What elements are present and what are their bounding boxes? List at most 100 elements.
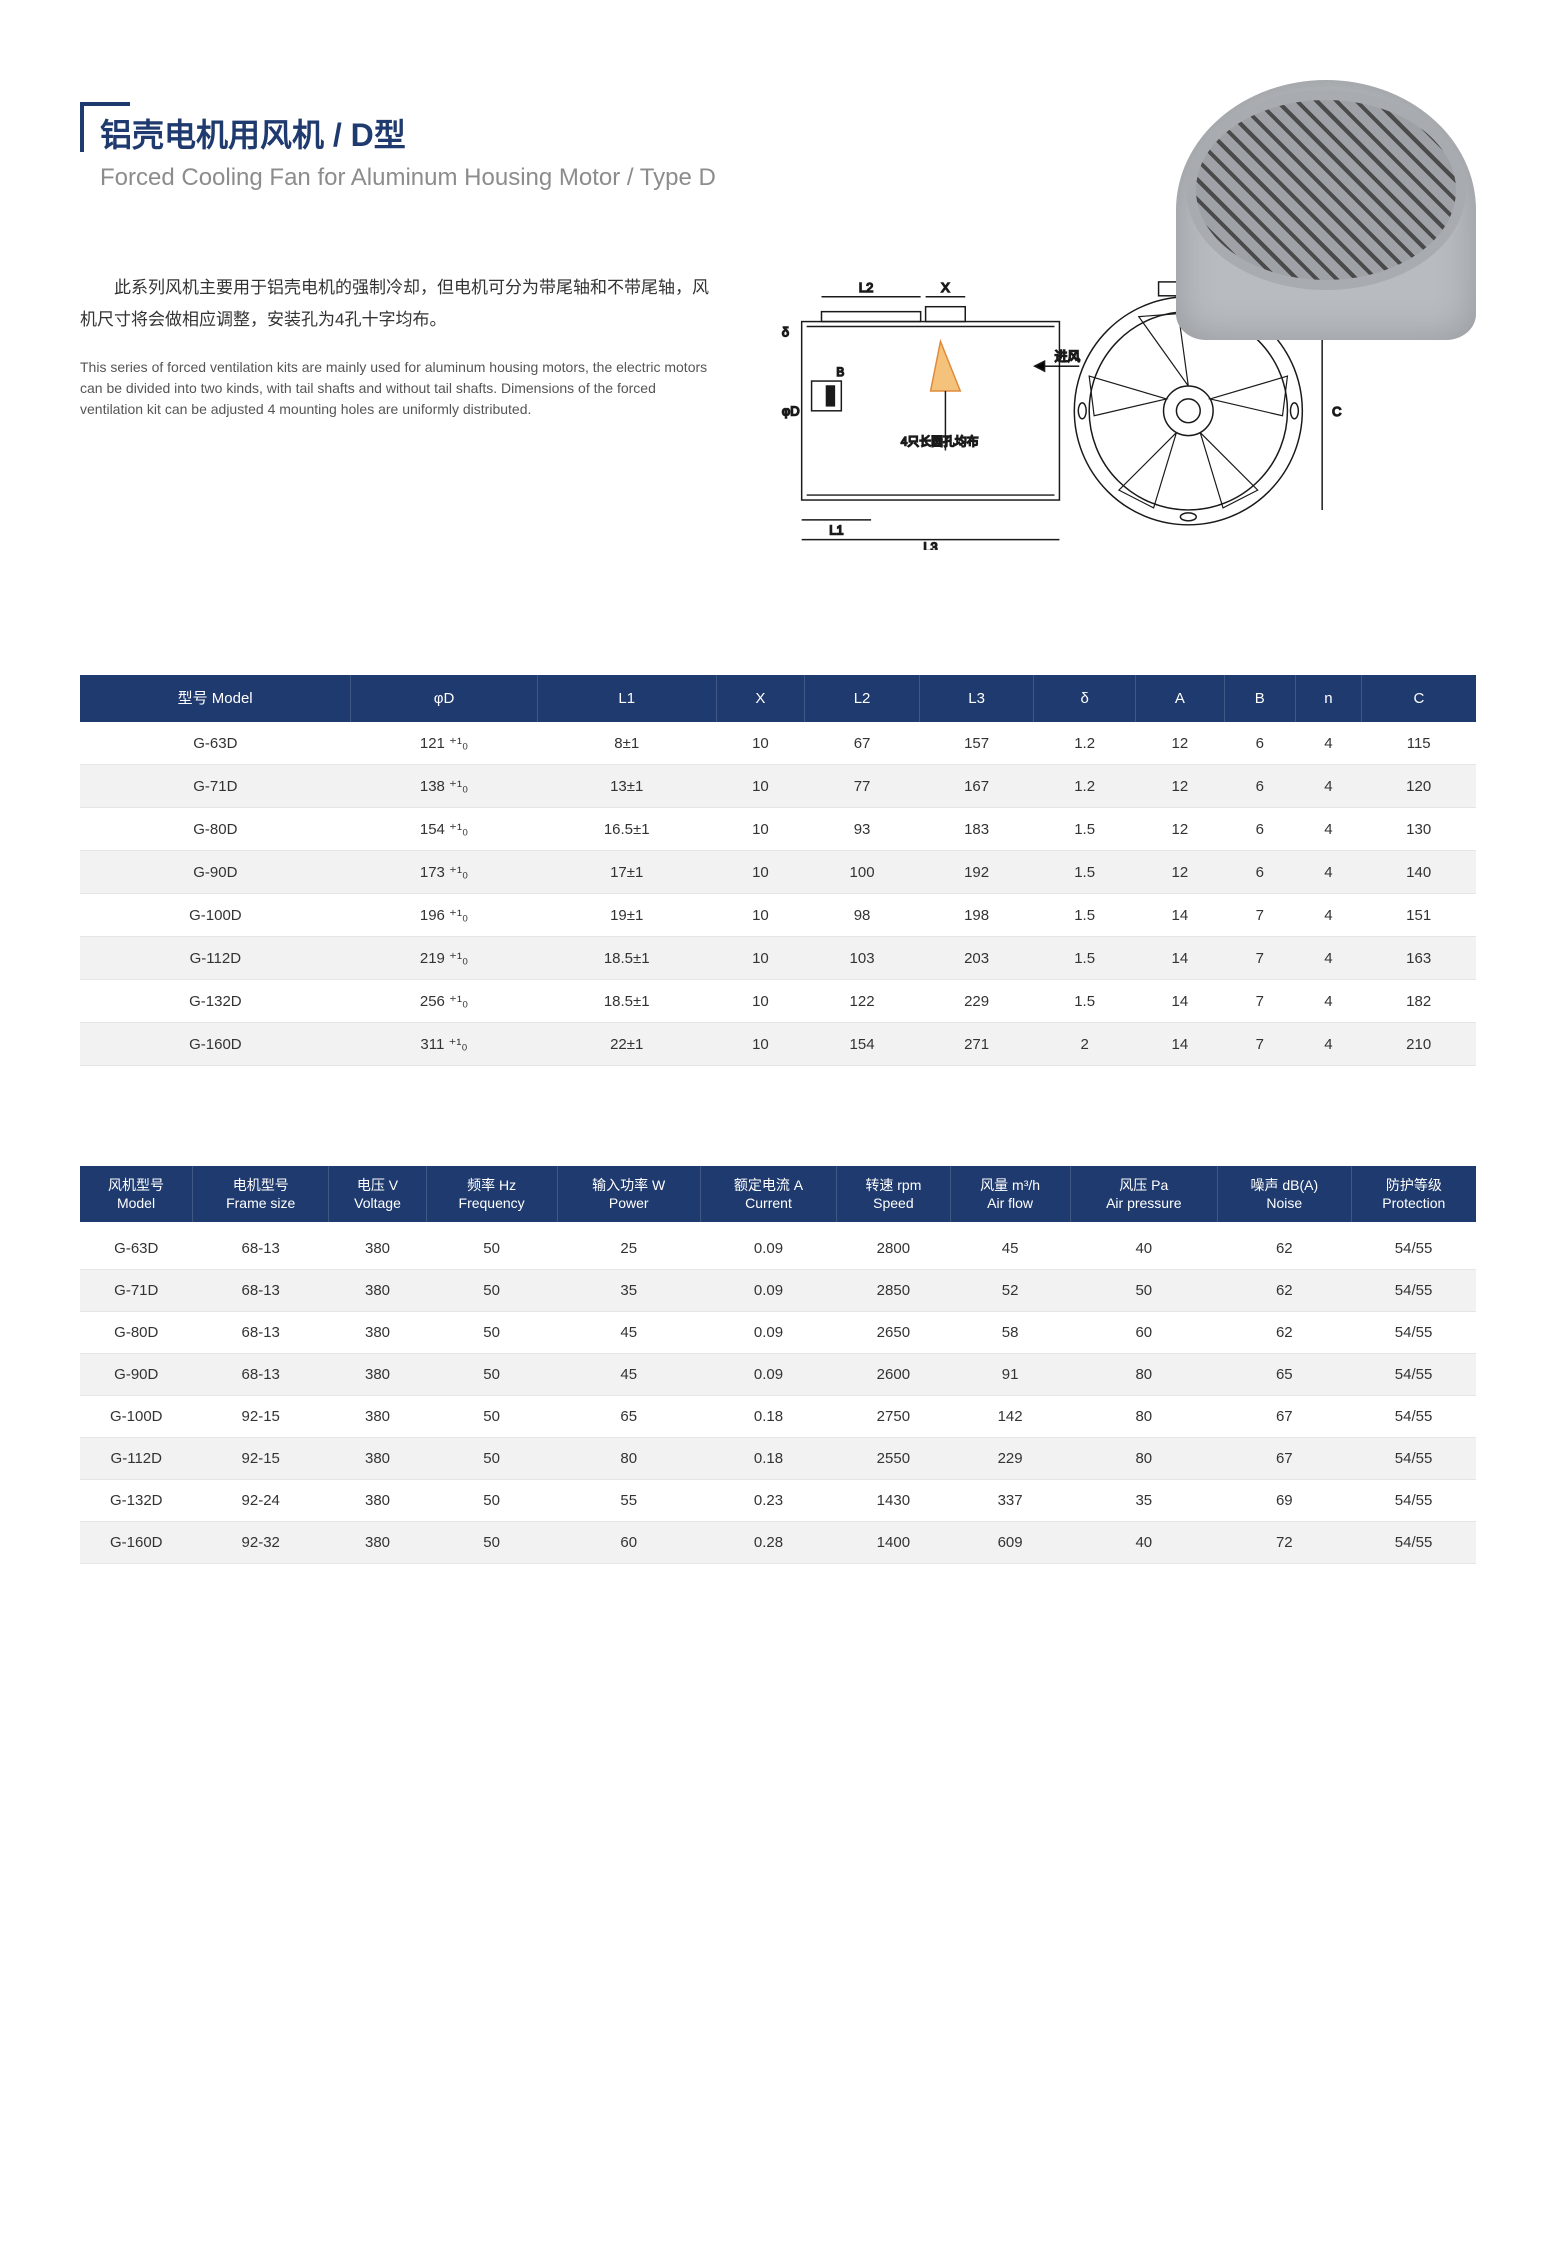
column-header: 风机型号Model (80, 1166, 193, 1222)
table-cell: 40 (1070, 1222, 1217, 1270)
table-cell: 55 (557, 1480, 700, 1522)
performance-table: 风机型号Model电机型号Frame size电压 VVoltage频率 HzF… (80, 1166, 1476, 1564)
table-cell: 62 (1217, 1312, 1351, 1354)
column-header: 防护等级Protection (1351, 1166, 1476, 1222)
table-cell: 0.09 (700, 1222, 836, 1270)
table-cell: 12 (1135, 851, 1224, 894)
table-cell: 54/55 (1351, 1396, 1476, 1438)
table-cell: G-132D (80, 1480, 193, 1522)
table-cell: 13±1 (537, 765, 716, 808)
table-head: 型号 ModelφDL1XL2L3δABnC (80, 675, 1476, 723)
description-chinese: 此系列风机主要用于铝壳电机的强制冷却，但电机可分为带尾轴和不带尾轴，风机尺寸将会… (80, 272, 722, 337)
table-row: G-112D219 ⁺¹₀18.5±1101032031.51474163 (80, 937, 1476, 980)
table-cell: 103 (805, 937, 920, 980)
table-cell: 2550 (837, 1438, 950, 1480)
dimensions-table: 型号 ModelφDL1XL2L3δABnC G-63D121 ⁺¹₀8±110… (80, 675, 1476, 1067)
svg-text:φD: φD (782, 404, 800, 419)
table-cell: 157 (919, 722, 1034, 765)
table-cell: 380 (329, 1270, 426, 1312)
table-cell: 14 (1135, 980, 1224, 1023)
column-header: n (1295, 675, 1361, 723)
column-header: 电压 VVoltage (329, 1166, 426, 1222)
svg-text:4只长圆孔均布: 4只长圆孔均布 (901, 434, 979, 448)
table-cell: 271 (919, 1023, 1034, 1066)
svg-text:L2: L2 (859, 280, 873, 295)
svg-text:X: X (941, 280, 950, 295)
table-cell: 54/55 (1351, 1522, 1476, 1564)
table-cell: 122 (805, 980, 920, 1023)
table-cell: 120 (1361, 765, 1476, 808)
table-cell: 10 (716, 980, 805, 1023)
table-cell: 40 (1070, 1522, 1217, 1564)
table-cell: 311 ⁺¹₀ (351, 1023, 538, 1066)
table-cell: 4 (1295, 980, 1361, 1023)
column-header: δ (1034, 675, 1136, 723)
table-cell: 380 (329, 1438, 426, 1480)
table-cell: 2600 (837, 1354, 950, 1396)
table-cell: 1.5 (1034, 937, 1136, 980)
column-header: L2 (805, 675, 920, 723)
table-cell: 1400 (837, 1522, 950, 1564)
table-cell: 380 (329, 1222, 426, 1270)
table-cell: 167 (919, 765, 1034, 808)
table-cell: 54/55 (1351, 1438, 1476, 1480)
table-cell: 1.5 (1034, 808, 1136, 851)
table-cell: 50 (426, 1270, 557, 1312)
table-cell: G-160D (80, 1522, 193, 1564)
table-cell: 18.5±1 (537, 980, 716, 1023)
table-cell: 140 (1361, 851, 1476, 894)
table-cell: 54/55 (1351, 1312, 1476, 1354)
table-cell: 16.5±1 (537, 808, 716, 851)
table-cell: 7 (1224, 980, 1295, 1023)
table-body: G-63D68-1338050250.09280045406254/55G-71… (80, 1222, 1476, 1564)
table-cell: 154 ⁺¹₀ (351, 808, 538, 851)
column-header: 风量 m³/hAir flow (950, 1166, 1070, 1222)
table-cell: G-71D (80, 765, 351, 808)
table-row: G-132D92-2438050550.231430337356954/55 (80, 1480, 1476, 1522)
table-row: G-112D92-1538050800.182550229806754/55 (80, 1438, 1476, 1480)
table-cell: 68-13 (193, 1354, 329, 1396)
table-cell: 7 (1224, 894, 1295, 937)
table-cell: 138 ⁺¹₀ (351, 765, 538, 808)
table-cell: 22±1 (537, 1023, 716, 1066)
table-cell: 4 (1295, 937, 1361, 980)
table-head: 风机型号Model电机型号Frame size电压 VVoltage频率 HzF… (80, 1166, 1476, 1222)
description-text: 此系列风机主要用于铝壳电机的强制冷却，但电机可分为带尾轴和不带尾轴，风机尺寸将会… (80, 272, 722, 555)
table-cell: 182 (1361, 980, 1476, 1023)
table-cell: 151 (1361, 894, 1476, 937)
table-row: G-160D311 ⁺¹₀22±11015427121474210 (80, 1023, 1476, 1066)
table-cell: 50 (426, 1222, 557, 1270)
table-cell: G-63D (80, 1222, 193, 1270)
column-header: 转速 rpmSpeed (837, 1166, 950, 1222)
table-cell: 98 (805, 894, 920, 937)
table-cell: G-100D (80, 1396, 193, 1438)
table-cell: 2850 (837, 1270, 950, 1312)
table-cell: 4 (1295, 765, 1361, 808)
column-header: φD (351, 675, 538, 723)
table-cell: 4 (1295, 851, 1361, 894)
table-cell: 0.18 (700, 1396, 836, 1438)
table-cell: 18.5±1 (537, 937, 716, 980)
table-cell: 7 (1224, 1023, 1295, 1066)
table-cell: 203 (919, 937, 1034, 980)
table-row: G-80D154 ⁺¹₀16.5±110931831.51264130 (80, 808, 1476, 851)
table-cell: G-100D (80, 894, 351, 937)
table-row: G-160D92-3238050600.281400609407254/55 (80, 1522, 1476, 1564)
table-cell: 130 (1361, 808, 1476, 851)
table-cell: 380 (329, 1354, 426, 1396)
description-english: This series of forced ventilation kits a… (80, 357, 722, 420)
table-cell: 163 (1361, 937, 1476, 980)
table-cell: G-132D (80, 980, 351, 1023)
table-cell: 80 (1070, 1438, 1217, 1480)
table-cell: 10 (716, 808, 805, 851)
table-cell: 4 (1295, 722, 1361, 765)
table-cell: 183 (919, 808, 1034, 851)
table-cell: 10 (716, 765, 805, 808)
table-row: G-80D68-1338050450.09265058606254/55 (80, 1312, 1476, 1354)
table-cell: 229 (919, 980, 1034, 1023)
table-cell: 80 (1070, 1396, 1217, 1438)
table-cell: 4 (1295, 1023, 1361, 1066)
table-row: G-100D196 ⁺¹₀19±110981981.51474151 (80, 894, 1476, 937)
table-cell: 10 (716, 894, 805, 937)
table-cell: 65 (1217, 1354, 1351, 1396)
